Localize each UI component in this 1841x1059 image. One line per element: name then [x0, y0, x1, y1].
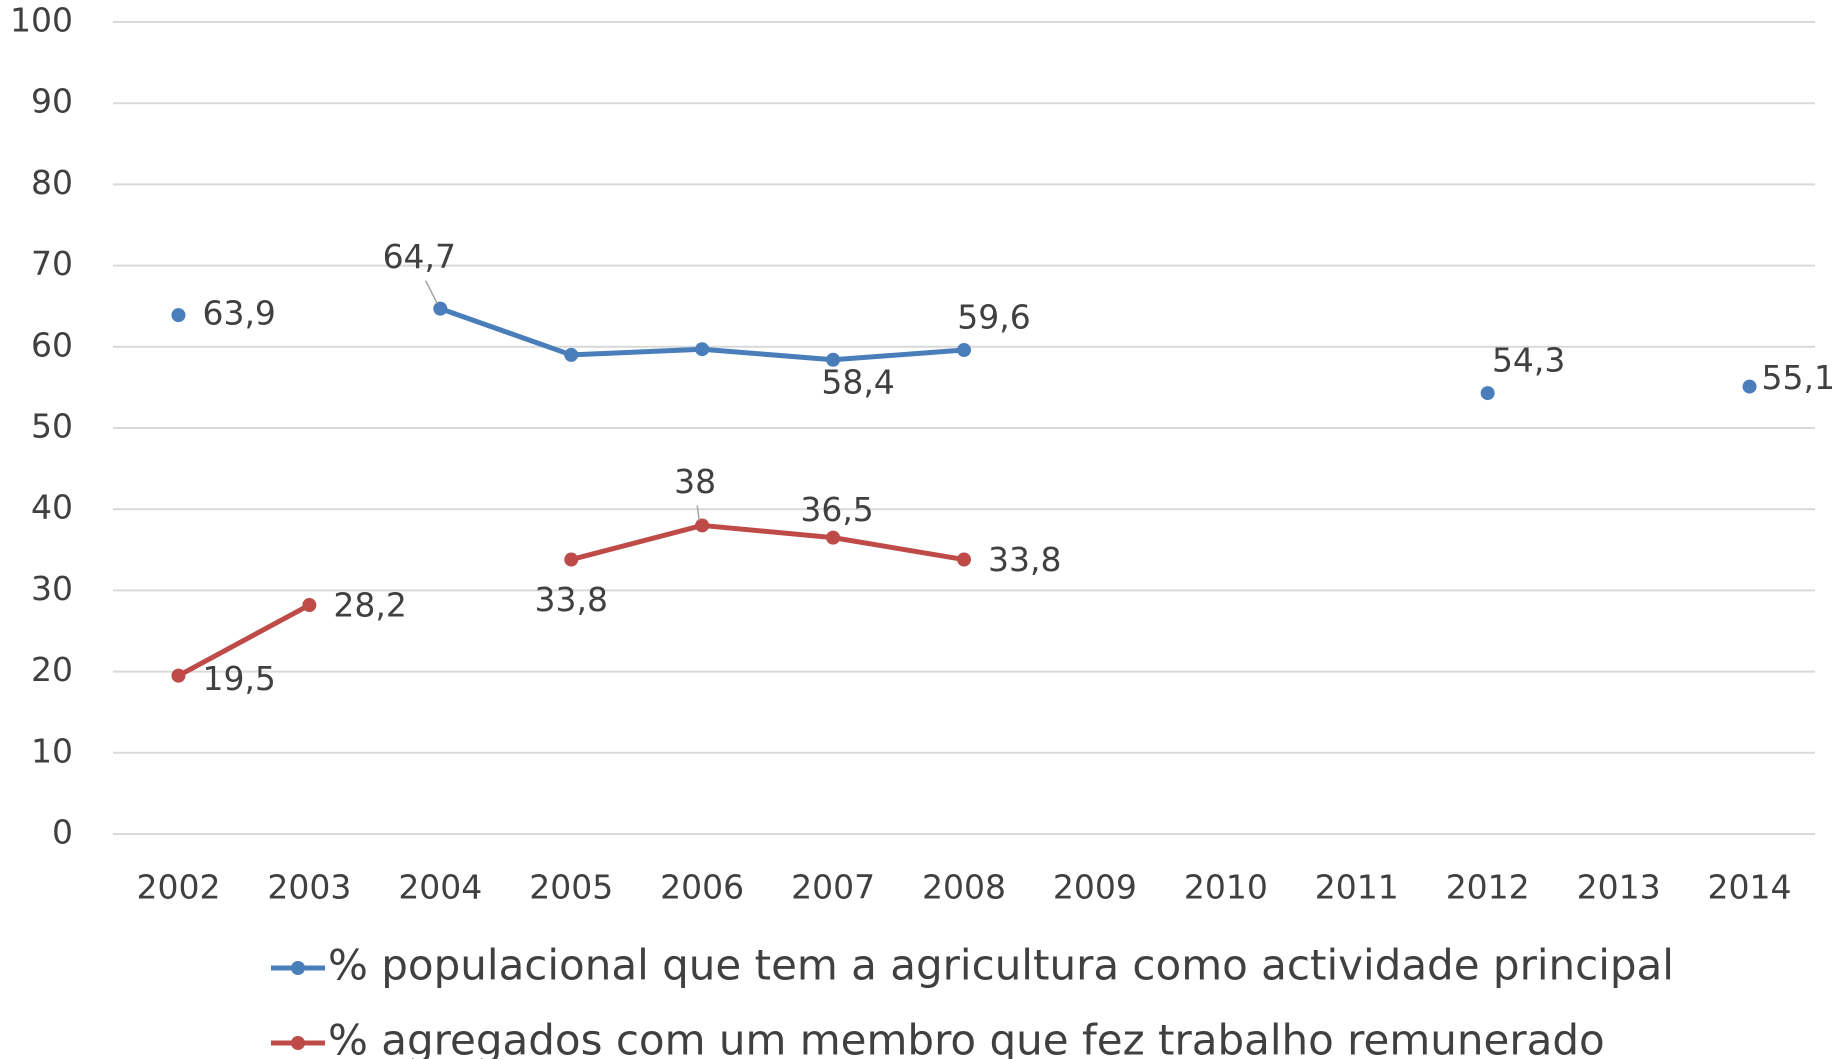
data-point	[171, 308, 186, 323]
data-label: 59,6	[957, 298, 1030, 337]
data-label: 63,9	[202, 294, 275, 333]
y-tick-label: 40	[31, 488, 73, 527]
y-tick-label: 60	[31, 325, 73, 364]
y-tick-label: 20	[31, 650, 73, 689]
data-point	[564, 552, 579, 567]
y-tick-label: 0	[52, 813, 73, 852]
data-label: 36,5	[800, 490, 873, 529]
leader-line	[696, 505, 700, 521]
data-label: 58,4	[821, 362, 894, 401]
y-tick-label: 100	[10, 1, 73, 40]
series-line	[177, 522, 965, 678]
leader-line	[424, 280, 438, 304]
data-point	[1742, 379, 1757, 394]
y-tick-label: 90	[31, 82, 73, 121]
x-tick-label: 2010	[1184, 868, 1268, 907]
data-label: 33,8	[988, 540, 1061, 579]
y-tick-label: 30	[31, 569, 73, 608]
x-tick-label: 2002	[136, 868, 220, 907]
x-tick-label: 2009	[1053, 868, 1137, 907]
data-point	[826, 352, 841, 367]
y-tick-label: 80	[31, 163, 73, 202]
x-tick-label: 2003	[267, 868, 351, 907]
y-tick-label: 50	[31, 407, 73, 446]
data-label: 55,1	[1762, 358, 1835, 397]
legend-marker	[291, 961, 305, 975]
data-label: 54,3	[1492, 341, 1565, 380]
data-label: 28,2	[333, 586, 406, 625]
data-point	[1480, 386, 1495, 401]
y-tick-label: 70	[31, 244, 73, 283]
legend-label: % populacional que tem a agricultura com…	[328, 941, 1674, 990]
x-tick-label: 2011	[1315, 868, 1399, 907]
x-tick-label: 2004	[398, 868, 482, 907]
data-label: 33,8	[534, 580, 607, 619]
data-point	[957, 552, 971, 567]
data-point	[302, 598, 317, 613]
x-tick-label: 2008	[922, 868, 1006, 907]
data-point	[695, 518, 710, 533]
data-point	[695, 342, 710, 357]
x-tick-label: 2005	[529, 868, 613, 907]
data-label: 19,5	[202, 659, 275, 698]
x-tick-label: 2006	[660, 868, 744, 907]
legend-label: % agregados com um membro que fez trabal…	[328, 1016, 1605, 1059]
x-tick-label: 2007	[791, 868, 875, 907]
legend-marker	[291, 1036, 305, 1050]
x-tick-label: 2014	[1708, 868, 1792, 907]
data-point	[171, 668, 186, 683]
data-label: 38	[674, 462, 716, 501]
x-tick-label: 2012	[1446, 868, 1530, 907]
data-point	[433, 301, 448, 316]
data-label: 64,7	[383, 237, 456, 276]
y-tick-label: 10	[31, 731, 73, 770]
data-point	[564, 347, 579, 362]
x-tick-label: 2013	[1577, 868, 1661, 907]
data-point	[826, 530, 841, 545]
data-point	[957, 343, 971, 358]
